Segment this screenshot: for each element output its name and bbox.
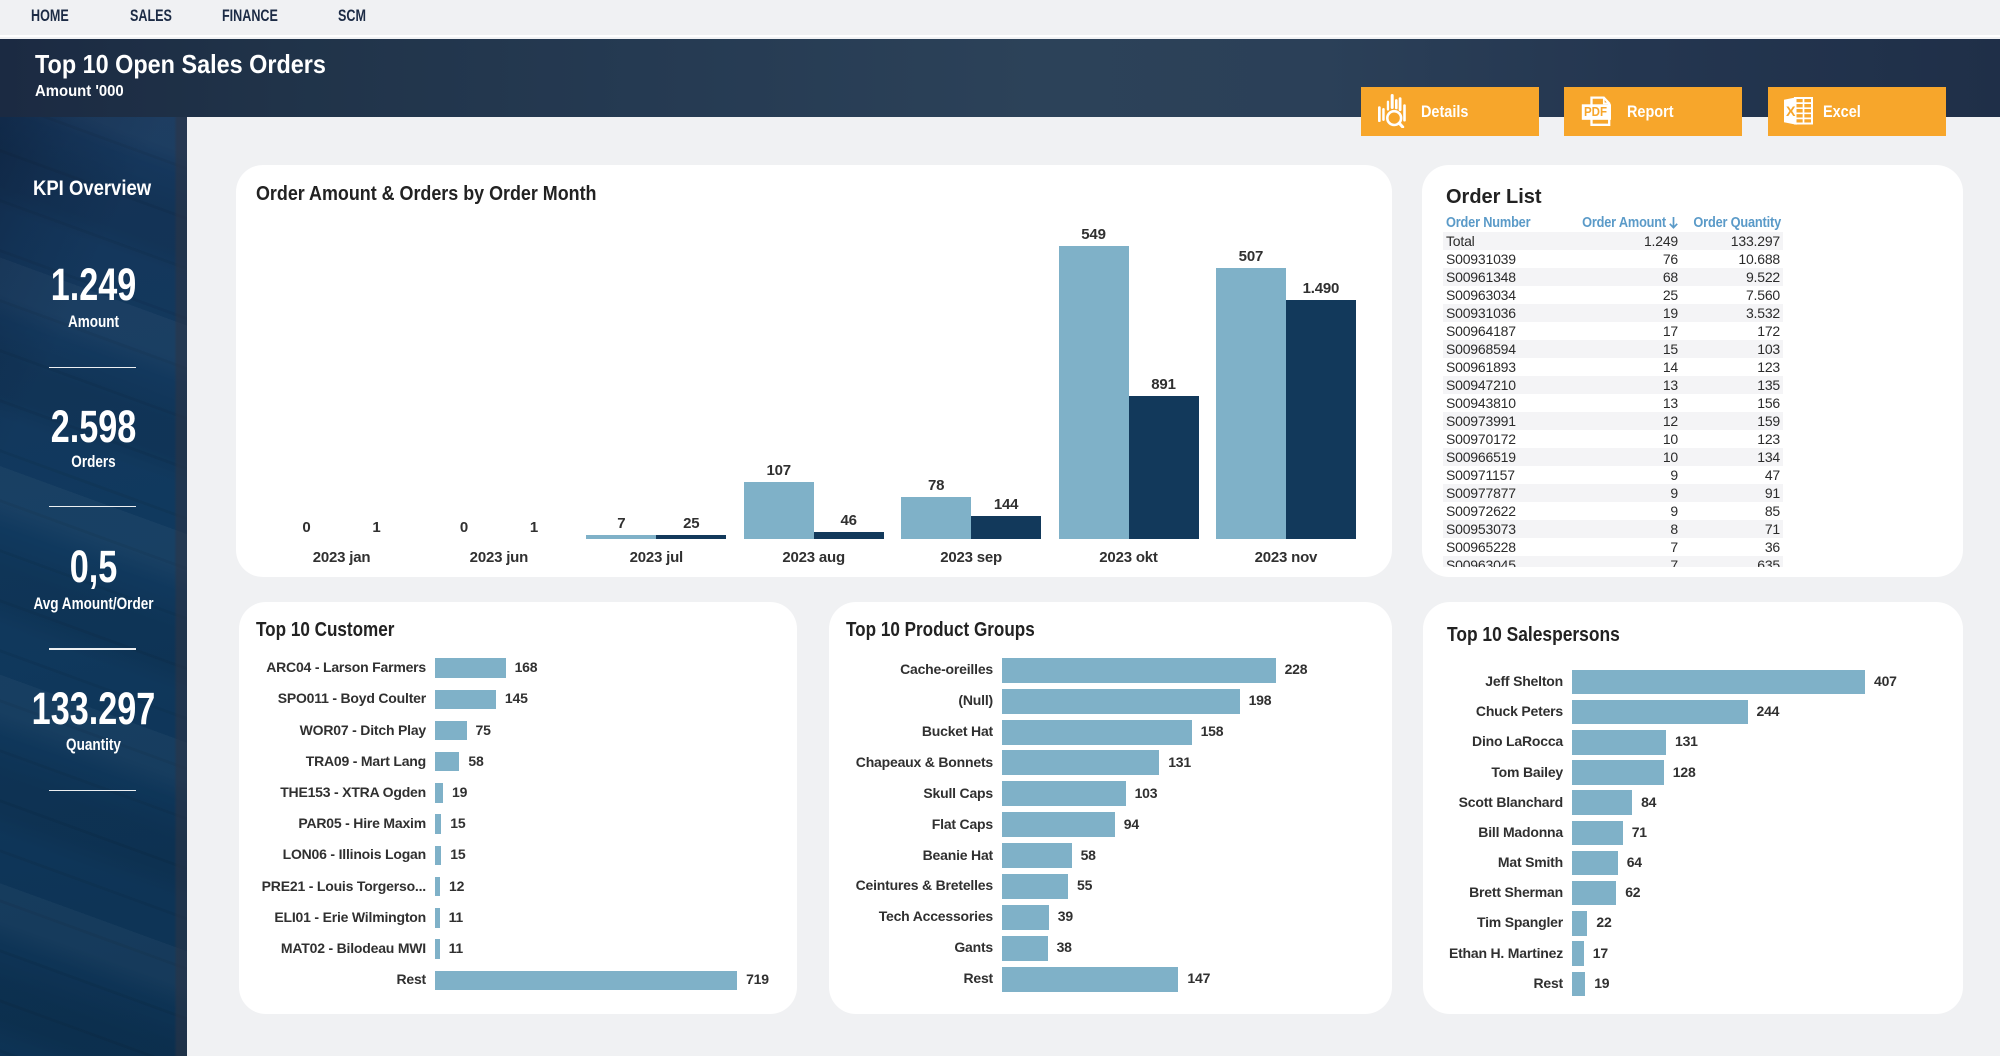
svg-text:PDF: PDF [1584,105,1607,119]
svg-text:X: X [1786,104,1796,119]
